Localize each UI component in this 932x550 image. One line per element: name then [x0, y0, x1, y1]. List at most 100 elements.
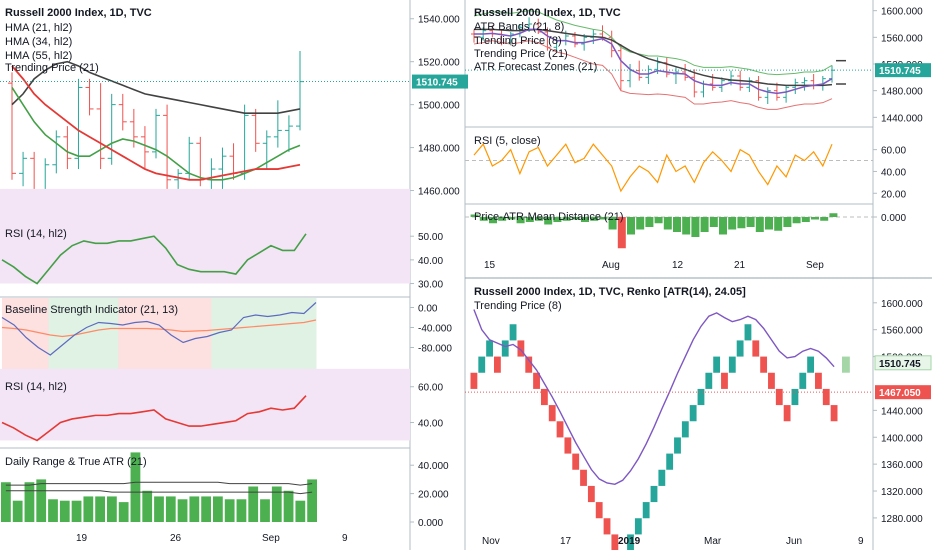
bsi-zone	[83, 298, 96, 370]
y-tick: 0.000	[881, 213, 906, 224]
bsi-zone	[234, 298, 247, 370]
y-tick: 1560.000	[881, 326, 923, 337]
atr-lower-band	[473, 40, 833, 110]
atr-bar	[224, 499, 235, 522]
renko-up-brick	[478, 356, 486, 373]
right-time-axis[interactable]: 15 Aug 12 21 Sep	[484, 260, 824, 271]
marker-price-label-bg	[875, 385, 931, 400]
right-rsi-pane[interactable]: 60.00 40.00 20.00 RSI (5, close)	[465, 135, 906, 200]
price-axis[interactable]: 1600.0001560.0001520.0001480.0001440.000…	[873, 7, 931, 125]
distance-bar	[663, 217, 672, 230]
y-tick: 50.00	[418, 232, 443, 243]
atr-bar	[24, 482, 35, 522]
y-tick: 0.00	[418, 304, 438, 315]
atr-bar	[1, 482, 11, 522]
x-tick: 17	[560, 536, 572, 547]
bsi-zone	[269, 298, 282, 370]
pane-title: RSI (14, hl2)	[5, 381, 67, 393]
pane-title: RSI (14, hl2)	[5, 228, 67, 240]
x-tick: Aug	[602, 260, 620, 271]
distance-axis[interactable]: 0.000	[873, 213, 906, 224]
trending-8-line	[473, 309, 835, 486]
distance-bar	[792, 217, 801, 224]
distance-bar	[774, 217, 783, 231]
bsi-zone	[129, 298, 143, 370]
renko-up-brick	[509, 324, 517, 341]
pane-title: RSI (5, close)	[474, 135, 541, 147]
left-rsi-pane-2[interactable]: 60.00 40.00 RSI (14, hl2)	[0, 368, 443, 442]
y-tick: 60.00	[881, 146, 906, 157]
left-bsi-pane[interactable]: 0.00 -40.000 -80.000 Baseline Strength Ind…	[1, 298, 452, 370]
distance-bar	[737, 217, 746, 229]
bsi-zone	[246, 298, 259, 370]
renko-down-brick	[783, 405, 791, 422]
legend-hma-34: HMA (34, hl2)	[5, 36, 72, 48]
legend-hma-21: HMA (21, hl2)	[5, 22, 72, 34]
distance-bars	[465, 213, 873, 249]
bsi-zone	[60, 298, 73, 370]
distance-bar	[755, 217, 764, 232]
left-rsi-pane[interactable]: 50.00 40.00 30.00 RSI (14, hl2)	[0, 188, 443, 291]
left-price-pane[interactable]: 1540.000 1520.000 1500.000 1480.000 1460.000…	[0, 7, 468, 202]
rsi-band	[0, 188, 410, 284]
bsi-zone	[188, 298, 201, 370]
distance-bar	[470, 214, 479, 217]
atr-bar	[189, 496, 200, 522]
rsi-axis[interactable]: 50.00 40.00 30.00	[410, 232, 443, 291]
bsi-line	[1, 302, 317, 356]
renko-down-brick	[517, 340, 525, 357]
bsi-signal-line	[1, 319, 317, 338]
atr-bar	[83, 496, 94, 522]
y-tick: 1600.000	[881, 7, 923, 18]
distance-bar	[673, 217, 681, 232]
rsi-line	[1, 233, 307, 285]
renko-up-brick	[501, 340, 509, 357]
renko-time-axis[interactable]: Nov 17 2019 Mar Jun 9	[482, 536, 864, 547]
trending-8-line	[474, 28, 833, 95]
renko-down-brick	[564, 437, 572, 454]
renko-down-brick	[721, 372, 728, 389]
atr-bar	[59, 500, 70, 522]
renko-up-brick	[658, 469, 666, 486]
bsi-zone	[292, 298, 305, 370]
price-axis[interactable]: 1540.000 1520.000 1500.000 1480.000 1460.000…	[410, 15, 468, 198]
rsi-axis[interactable]: 60.00 40.00 20.00	[873, 146, 906, 201]
bsi-zone	[164, 298, 177, 370]
bsi-zone	[13, 298, 26, 370]
hma-34-line	[11, 60, 301, 115]
renko-up-brick	[681, 421, 689, 438]
left-time-axis[interactable]: 19 26 Sep 9	[76, 533, 348, 544]
trending-price-line	[465, 309, 873, 486]
atr-axis[interactable]: 40.000 20.000 0.000	[410, 461, 449, 529]
distance-bar	[581, 217, 589, 222]
legend-forecast-zones: ATR Forecast Zones (21)	[474, 61, 597, 73]
x-tick: 21	[734, 260, 746, 271]
distance-bar	[728, 217, 737, 230]
price-axis[interactable]: 1600.0001560.0001520.0001440.0001400.000…	[873, 299, 932, 525]
x-tick: 26	[170, 533, 182, 544]
left-atr-pane[interactable]: 40.000 20.000 0.000 Daily Range & True ATR…	[1, 452, 449, 529]
right-distance-pane[interactable]: 0.000 Price-ATR-Mean Distance (21)	[465, 211, 906, 249]
distance-bar	[654, 217, 663, 224]
x-tick: 9	[858, 536, 864, 547]
rsi-axis[interactable]: 60.00 40.00	[410, 383, 443, 430]
distance-bar	[562, 217, 571, 221]
x-tick: 2019	[618, 536, 641, 547]
bsi-axis[interactable]: 0.00 -40.000 -80.000	[410, 304, 452, 355]
renko-up-brick	[791, 388, 799, 406]
bsi-zone	[106, 298, 119, 370]
renko-down-brick	[540, 388, 548, 406]
bsi-zone	[211, 298, 224, 370]
atr-bar	[71, 500, 82, 522]
atr-bar	[154, 496, 164, 522]
renko-pane[interactable]: 1600.0001560.0001520.0001440.0001400.000…	[465, 286, 932, 550]
bsi-zone	[222, 298, 236, 370]
legend-trending-8: Trending Price (8)	[474, 35, 562, 47]
right-price-pane[interactable]: 1600.0001560.0001520.0001480.0001440.000…	[465, 7, 931, 125]
pane-title: Daily Range & True ATR (21)	[5, 456, 147, 468]
y-tick: 40.00	[418, 256, 443, 267]
distance-bar	[544, 217, 553, 225]
renko-up-brick	[627, 534, 634, 550]
distance-bar	[691, 217, 700, 237]
y-tick: 20.00	[881, 189, 906, 200]
